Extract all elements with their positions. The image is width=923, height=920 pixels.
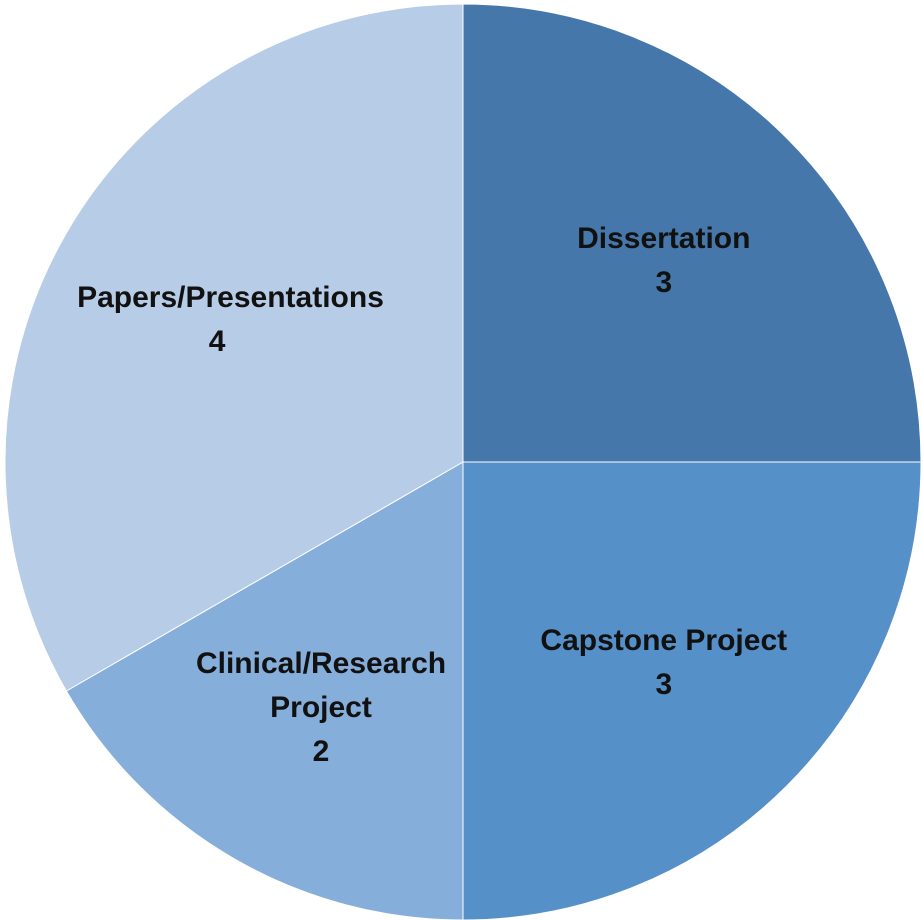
slice-name: Dissertation: [577, 222, 751, 256]
slice-value: 2: [312, 734, 330, 768]
slice-label: Dissertation 3: [524, 217, 804, 305]
slice-name: Capstone Project: [540, 623, 788, 657]
slice-value: 3: [655, 667, 673, 701]
slice-value: 3: [655, 266, 673, 300]
slice-value: 4: [208, 325, 226, 359]
pie-slice: [65, 461, 464, 920]
slice-label: Papers/Presentations 4: [77, 276, 384, 364]
slice-label: Clinical/Research Project 2: [181, 642, 461, 774]
slice-name: Papers/Presentations: [77, 281, 384, 315]
pie-slice: [462, 461, 922, 920]
slice-label: Capstone Project 3: [524, 619, 804, 707]
pie-slice: [4, 3, 464, 692]
slice-name: Clinical/Research Project: [195, 646, 447, 724]
pie-slice: [462, 3, 922, 463]
